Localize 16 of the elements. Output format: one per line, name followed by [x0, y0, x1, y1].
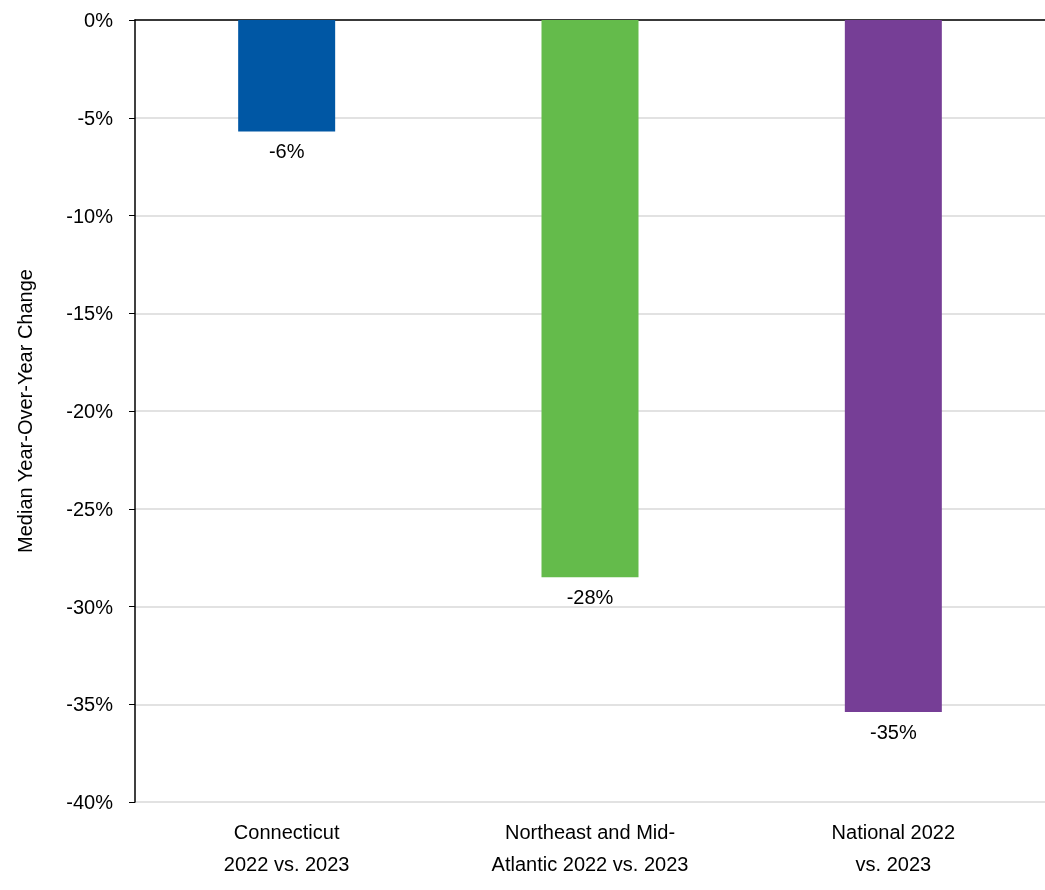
data-label: -28% — [566, 586, 614, 609]
y-tick-label: -15% — [66, 302, 114, 325]
y-tick-label: -40% — [66, 791, 114, 813]
x-tick-label: Connecticut 2022 vs. 2023 — [223, 821, 350, 875]
y-tick-label: -25% — [66, 497, 114, 520]
y-axis-title: Median Year-Over-Year Change — [14, 269, 36, 553]
x-tick-label: Northeast and Mid-Atlantic 2022 vs. 2023 — [491, 821, 689, 875]
y-tick-label: -30% — [66, 595, 114, 618]
y-tick-label: 0% — [84, 9, 114, 31]
x-tick-label: National 2022 vs. 2023 — [831, 821, 956, 875]
y-tick-label: -35% — [66, 693, 114, 716]
y-tick-label: -20% — [66, 400, 114, 422]
data-label: -35% — [869, 721, 917, 744]
y-tick-label: -10% — [66, 204, 114, 227]
data-label: -6% — [268, 140, 305, 163]
y-tick-label: -5% — [77, 106, 114, 129]
